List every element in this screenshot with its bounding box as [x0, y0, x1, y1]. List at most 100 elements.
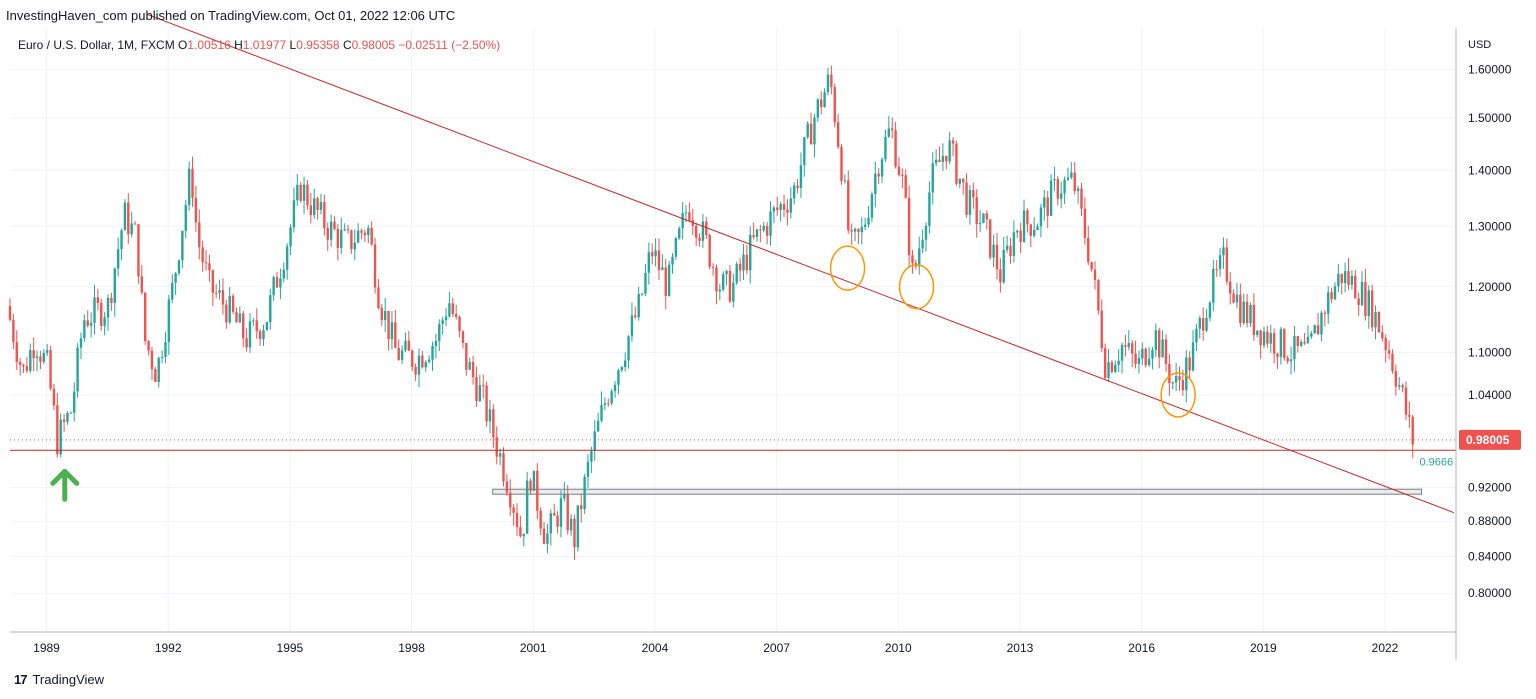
candle-body	[434, 340, 438, 346]
candle-body	[664, 267, 667, 296]
candle-body	[674, 238, 678, 257]
candle-body	[542, 528, 546, 544]
tradingview-logo-icon: 17	[14, 672, 28, 687]
candle-body	[1171, 382, 1174, 384]
arrow-shape	[50, 468, 80, 502]
candlesticks	[8, 65, 1414, 560]
candle-body	[894, 130, 897, 167]
candle-body	[478, 385, 482, 402]
candle-body	[961, 178, 965, 183]
candle-body	[1222, 247, 1225, 256]
candle-body	[1127, 343, 1131, 347]
candle-body	[12, 319, 15, 343]
candle-body	[448, 303, 451, 317]
descending-trendline[interactable]	[147, 14, 1455, 514]
candle-body	[853, 228, 857, 232]
candle-body	[816, 99, 820, 118]
candle-body	[931, 163, 934, 193]
high-value: 1.01977	[242, 38, 287, 52]
candle-body	[123, 202, 127, 231]
candle-body	[681, 213, 684, 229]
candle-body	[103, 317, 106, 326]
time-tick-label: 1992	[155, 641, 182, 655]
candle-body	[1215, 268, 1218, 270]
candle-body	[661, 267, 664, 271]
candle-body	[127, 202, 130, 235]
change-value: −0.02511 (−2.50%)	[398, 38, 501, 52]
candle-body	[1279, 329, 1283, 357]
candle-body	[1144, 348, 1147, 366]
low-label: L	[289, 38, 297, 52]
candle-body	[711, 266, 715, 268]
candle-body	[502, 453, 505, 482]
candle-body	[833, 87, 836, 123]
candle-body	[1289, 359, 1293, 362]
candle-body	[1158, 330, 1161, 358]
candle-body	[1049, 180, 1053, 216]
candle-body	[461, 331, 465, 343]
green-up-arrow-icon	[50, 468, 80, 502]
candle-body	[133, 223, 137, 225]
candle-body	[765, 225, 769, 236]
last-price-badge[interactable]: 0.98005	[1459, 429, 1521, 450]
candle-body	[1141, 348, 1144, 359]
candle-body	[1391, 353, 1394, 372]
candle-body	[1134, 353, 1137, 365]
candle-body	[968, 190, 972, 215]
candle-body	[1168, 363, 1171, 384]
candle-body	[154, 369, 157, 382]
candle-body	[465, 342, 468, 370]
candle-body	[701, 221, 705, 241]
candle-body	[1208, 302, 1212, 318]
candle-body	[397, 347, 400, 360]
candle-body	[857, 228, 860, 233]
candle-body	[1137, 358, 1141, 365]
candle-body	[671, 256, 674, 265]
candle-body	[779, 204, 782, 211]
price-tick-label: 1.50000	[1468, 111, 1512, 125]
candle-body	[803, 137, 806, 166]
candle-body	[296, 184, 299, 201]
price-axis-ticks: 0.80000 0.84000 0.88000 0.92000 1.04000 1.100…	[1468, 62, 1512, 600]
time-tick-label: 1989	[33, 641, 60, 655]
candle-body	[928, 192, 931, 226]
candle-body	[593, 431, 596, 451]
candle-body	[1032, 230, 1036, 236]
candle-body	[1046, 197, 1049, 216]
candle-body	[59, 419, 62, 455]
candle-body	[306, 184, 309, 206]
candle-body	[1381, 332, 1384, 339]
candle-body	[1022, 210, 1026, 242]
candle-body	[512, 507, 515, 513]
symbol-legend[interactable]: Euro / U.S. Dollar, 1M, FXCM O1.00516 H1…	[18, 38, 500, 52]
candle-body	[884, 136, 887, 160]
candle-body	[130, 223, 133, 235]
candle-body	[792, 185, 796, 199]
candle-body	[258, 331, 262, 340]
candle-body	[1178, 376, 1181, 381]
candle-body	[363, 232, 367, 236]
candle-body	[1218, 255, 1222, 270]
candle-body	[1394, 371, 1398, 387]
candle-body	[86, 320, 89, 326]
time-tick-label: 2010	[885, 641, 912, 655]
candle-body	[651, 252, 654, 257]
tradingview-footer[interactable]: 17 TradingView	[14, 672, 104, 687]
candle-body	[1340, 273, 1343, 283]
candle-body	[441, 320, 444, 325]
candle-body	[1205, 317, 1208, 331]
candle-body	[576, 505, 580, 548]
candle-body	[1087, 237, 1090, 262]
candle-body	[106, 297, 110, 318]
open-label: O	[178, 38, 188, 52]
candle-body	[634, 315, 637, 318]
last-price-badge-background	[1459, 429, 1521, 450]
support-zone-rectangle[interactable]	[492, 488, 1423, 495]
candle-body	[171, 282, 174, 300]
candle-body	[1377, 312, 1381, 333]
price-tick-label: 1.40000	[1468, 163, 1512, 177]
candle-body	[1076, 188, 1080, 192]
candle-body	[1252, 304, 1256, 335]
candle-body	[1110, 362, 1114, 373]
